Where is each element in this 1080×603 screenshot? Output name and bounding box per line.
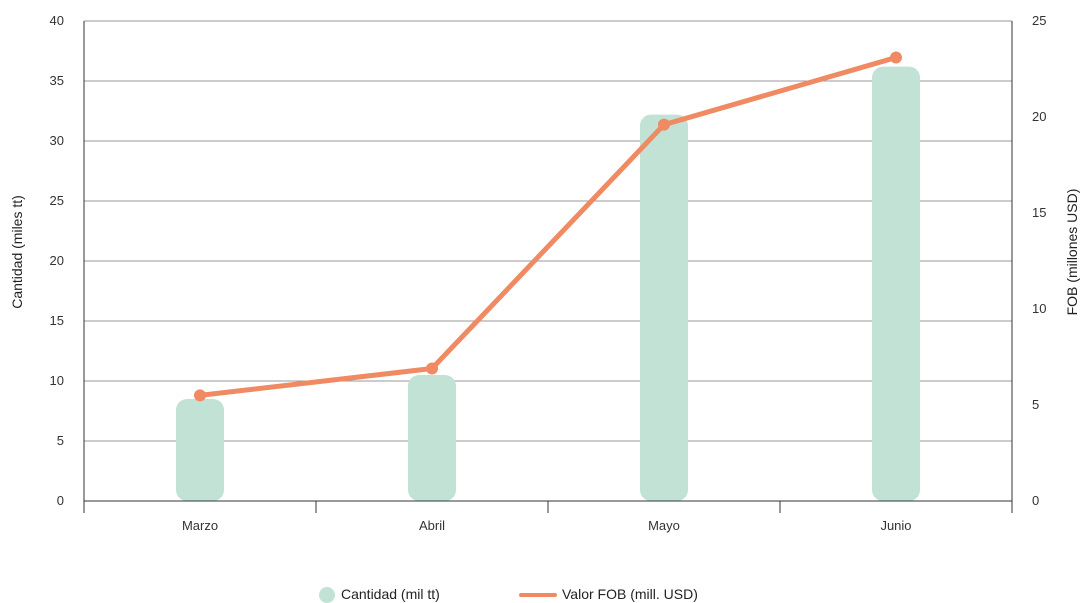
left-tick-label: 5 <box>57 433 64 448</box>
left-tick-label: 10 <box>50 373 64 388</box>
right-tick-label: 0 <box>1032 493 1039 508</box>
gridlines <box>84 20 1012 442</box>
bar <box>176 399 224 501</box>
right-axis-title: FOB (millones USD) <box>1064 189 1080 316</box>
right-tick-label: 25 <box>1032 13 1046 28</box>
line-point <box>890 51 902 64</box>
left-tick-label: 15 <box>50 313 64 328</box>
bar-series <box>176 66 920 501</box>
line-series <box>194 51 902 402</box>
right-tick-label: 15 <box>1032 205 1046 220</box>
left-tick-label: 0 <box>57 493 64 508</box>
left-tick-label: 30 <box>50 133 64 148</box>
line-point <box>426 362 438 375</box>
left-axis-ticks: 0 5 10 15 20 25 30 35 40 <box>50 13 64 508</box>
right-tick-label: 5 <box>1032 397 1039 412</box>
x-tick-label: Mayo <box>648 518 680 533</box>
legend: Cantidad (mil tt) Valor FOB (mill. USD) <box>319 586 698 603</box>
left-tick-label: 35 <box>50 73 64 88</box>
bar <box>640 114 688 501</box>
left-tick-label: 20 <box>50 253 64 268</box>
left-tick-label: 25 <box>50 193 64 208</box>
bar <box>872 66 920 501</box>
legend-label-line: Valor FOB (mill. USD) <box>562 586 698 602</box>
right-axis-ticks: 0 5 10 15 20 25 <box>1032 13 1046 508</box>
line-point <box>658 118 670 131</box>
line-point <box>194 389 206 402</box>
x-axis-ticks: Marzo Abril Mayo Junio <box>83 501 1013 533</box>
x-tick-label: Junio <box>880 518 911 533</box>
x-tick-label: Abril <box>419 518 445 533</box>
bar <box>408 375 456 501</box>
fob-line <box>197 54 899 398</box>
legend-swatch-bar <box>319 587 335 603</box>
left-tick-label: 40 <box>50 13 64 28</box>
left-axis-title: Cantidad (miles tt) <box>9 195 25 309</box>
legend-label-bar: Cantidad (mil tt) <box>341 586 440 602</box>
right-tick-label: 20 <box>1032 109 1046 124</box>
x-tick-label: Marzo <box>182 518 218 533</box>
right-tick-label: 10 <box>1032 301 1046 316</box>
